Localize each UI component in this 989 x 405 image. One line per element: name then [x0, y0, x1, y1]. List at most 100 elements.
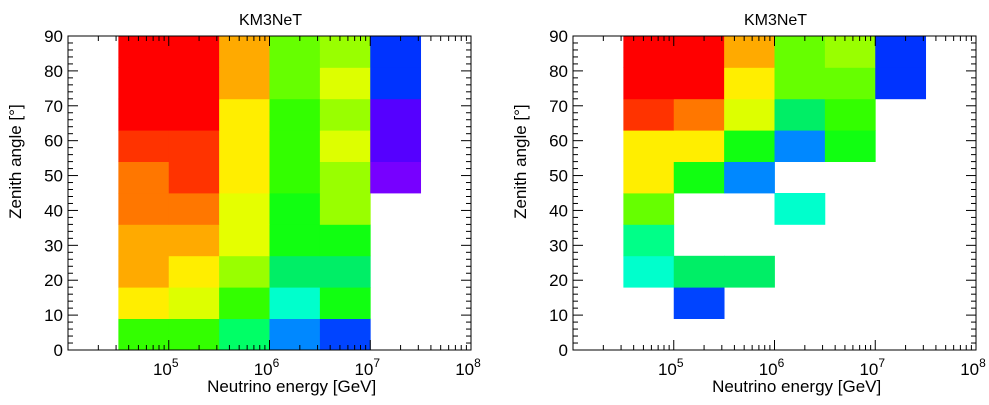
heatmap-cell [168, 67, 220, 100]
heatmap-cell [269, 36, 321, 68]
heatmap-cell [824, 130, 876, 162]
heatmap-cell [673, 36, 725, 68]
heatmap-cell [673, 67, 725, 100]
heatmap-cell [168, 36, 220, 68]
heatmap-cell [623, 36, 675, 68]
y-tick-label: 60 [44, 132, 63, 151]
heatmap-cell [875, 36, 927, 68]
x-tick-label: 105 [153, 356, 179, 379]
heatmap-cell [118, 318, 170, 351]
heatmap-cell [774, 67, 826, 100]
chart-panel-2: 0 10 20 30 40 50 60 70 80 90 105 106 107 108 KM3NeT Neu… [511, 12, 986, 396]
y-tick-label: 90 [549, 27, 568, 46]
heatmap-cell [319, 287, 371, 319]
y-tick-label: 0 [559, 341, 568, 360]
y-tick-label: 70 [549, 97, 568, 116]
y-tick-label: 20 [549, 271, 568, 290]
heatmap-cell [824, 36, 876, 68]
heatmap-cell [774, 98, 826, 131]
heatmap-cell [319, 67, 371, 100]
x-tick-label: 106 [759, 356, 785, 379]
heatmap-cell [724, 67, 775, 100]
heatmap-cell [724, 98, 775, 131]
heatmap-cell [168, 224, 220, 257]
y-tick-label: 80 [549, 62, 568, 81]
heatmap-cell [370, 98, 422, 131]
heatmap-cell [673, 161, 725, 194]
heatmap-cell [623, 193, 675, 225]
x-axis-label: Neutrino energy [GeV] [712, 377, 881, 396]
x-tick-label: 108 [455, 356, 481, 379]
heatmap-cell [370, 67, 422, 100]
y-tick-label: 40 [549, 201, 568, 220]
y-tick-label: 80 [44, 62, 63, 81]
heatmap-cell [319, 224, 371, 257]
heatmap-cell [824, 98, 876, 131]
heatmap-cell [118, 36, 170, 68]
heatmap-cell [168, 287, 220, 319]
heatmap-cell [219, 193, 270, 225]
heatmap-cell [269, 130, 321, 162]
y-tick-label: 50 [44, 167, 63, 186]
heatmap-cell [168, 255, 220, 288]
heatmap-cell [219, 36, 270, 68]
heatmap-cell [219, 224, 270, 257]
heatmap-cell [724, 255, 775, 288]
heatmap-cell [824, 67, 876, 100]
heatmap-cell [319, 98, 371, 131]
x-tick-label: 107 [859, 356, 885, 379]
y-tick-label: 50 [549, 167, 568, 186]
heatmap-cell [168, 193, 220, 225]
heatmap-cell [118, 224, 170, 257]
heatmap-cell [168, 161, 220, 194]
heatmap-cell [724, 130, 775, 162]
heatmap-cell [623, 98, 675, 131]
heatmap-cell [118, 161, 170, 194]
heatmap-cell [118, 287, 170, 319]
heatmap-cell [118, 98, 170, 131]
heatmap-cell [673, 130, 725, 162]
heatmap-cell [319, 318, 371, 351]
heatmap-cell [673, 255, 725, 288]
heatmap-cell [319, 36, 371, 68]
chart-title: KM3NeT [239, 12, 302, 29]
heatmap-cell [269, 287, 321, 319]
y-tick-label: 30 [549, 236, 568, 255]
y-tick-label: 10 [44, 306, 63, 325]
heatmap-cell [370, 36, 422, 68]
heatmap-cell [623, 130, 675, 162]
heatmap-cell [168, 318, 220, 351]
heatmap-cell [724, 161, 775, 194]
heatmap-cell [219, 130, 270, 162]
heatmap-cell [875, 67, 927, 100]
heatmap-cell [219, 287, 270, 319]
y-axis-label: Zenith angle [°] [6, 104, 25, 219]
chart-title: KM3NeT [744, 12, 807, 29]
heatmap-cell [118, 67, 170, 100]
x-tick-label: 105 [658, 356, 684, 379]
heatmap-cell [168, 98, 220, 131]
heatmap-cell [319, 161, 371, 194]
y-tick-label: 10 [549, 306, 568, 325]
heatmap-cell [269, 193, 321, 225]
x-tick-label: 108 [960, 356, 986, 379]
heatmap-cell [269, 67, 321, 100]
heatmap-cell [269, 161, 321, 194]
heatmap-cell [269, 98, 321, 131]
heatmap-cell [118, 193, 170, 225]
heatmap-cell [370, 161, 422, 194]
heatmap-cell [118, 255, 170, 288]
heatmap-cell [269, 255, 321, 288]
heatmap-cell [673, 98, 725, 131]
heatmap-cell [623, 67, 675, 100]
heatmap-cell [118, 130, 170, 162]
heatmap-cell [319, 255, 371, 288]
heatmap-cell [673, 287, 725, 319]
y-tick-label: 0 [54, 341, 63, 360]
heatmap-cell [370, 130, 422, 162]
heatmap-cell [269, 318, 321, 351]
y-tick-label: 20 [44, 271, 63, 290]
heatmap-cell [623, 255, 675, 288]
heatmap-cell [623, 224, 675, 257]
